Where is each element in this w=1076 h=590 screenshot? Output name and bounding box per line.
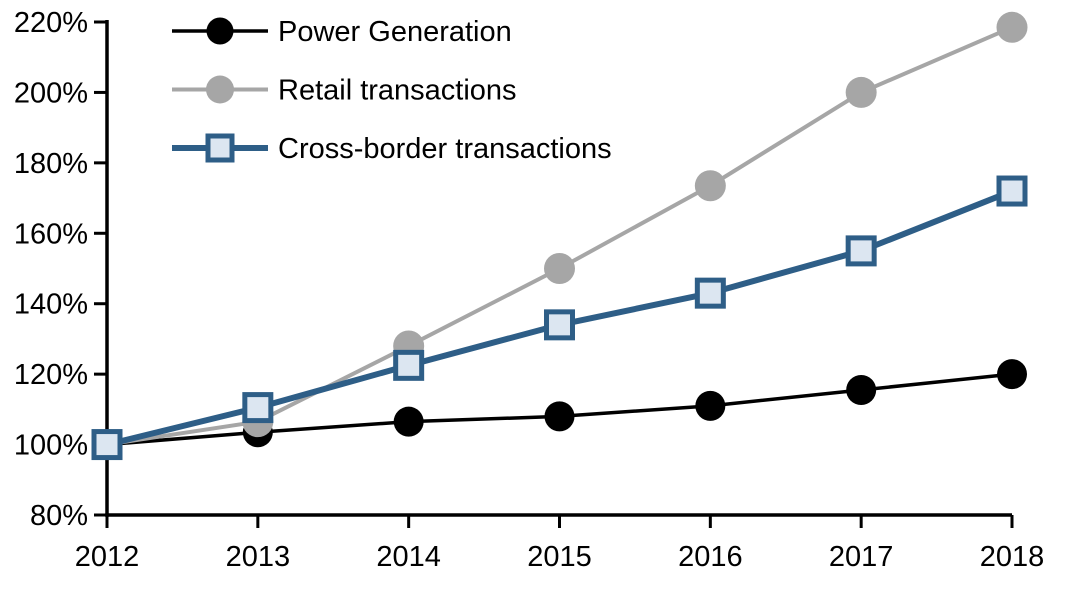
data-point-2017 (845, 76, 877, 108)
data-point-2013 (242, 392, 274, 424)
legend-marker-circle (206, 17, 234, 45)
data-point-2012 (91, 429, 123, 461)
chart-legend: Power Generation Retail transactions Cross… (172, 16, 612, 165)
data-point-2014 (393, 349, 425, 381)
legend-label: Cross-border transactions (278, 133, 612, 165)
y-tick-label-200: 200% (14, 77, 88, 109)
data-point-2017 (845, 235, 877, 267)
y-tick-label-220: 220% (14, 7, 88, 39)
data-point-2016 (694, 277, 726, 309)
legend-label: Retail transactions (278, 75, 517, 107)
y-tick-label-180: 180% (14, 148, 88, 180)
y-tick-label-80: 80% (30, 500, 88, 532)
data-point-2018 (997, 359, 1027, 390)
series-power-generation (92, 359, 1027, 460)
x-tick-label-2015: 2015 (527, 541, 592, 573)
legend-item-cross-border-transactions: Cross-border transactions (172, 133, 612, 165)
data-point-2016 (694, 170, 726, 202)
data-point-2015 (544, 309, 575, 341)
legend-label: Power Generation (278, 16, 512, 48)
x-tick-label-2017: 2017 (829, 541, 894, 573)
y-tick-label-140: 140% (14, 289, 88, 321)
x-tick-label-2012: 2012 (75, 541, 140, 573)
x-tick-label-2016: 2016 (678, 541, 743, 573)
y-tick-label-100: 100% (14, 430, 88, 462)
x-tick-label-2018: 2018 (980, 541, 1045, 573)
data-point-2017 (846, 374, 877, 405)
x-tick-label-2013: 2013 (226, 541, 291, 573)
data-point-2016 (695, 390, 726, 421)
data-point-2015 (544, 253, 575, 284)
series-retail-transactions (91, 11, 1028, 461)
series-cross-border-transactions (91, 175, 1028, 461)
data-point-2014 (393, 406, 424, 437)
y-tick-label-160: 160% (14, 218, 88, 250)
legend-marker-square (205, 133, 235, 163)
legend-item-power-generation: Power Generation (172, 16, 512, 48)
legend-item-retail-transactions: Retail transactions (172, 75, 517, 107)
data-point-2018 (996, 11, 1028, 43)
y-tick-label-120: 120% (14, 359, 88, 391)
x-tick-label-2014: 2014 (376, 541, 441, 573)
data-point-2015 (544, 401, 575, 432)
legend-marker-circle (206, 75, 234, 104)
data-point-2018 (996, 175, 1028, 207)
